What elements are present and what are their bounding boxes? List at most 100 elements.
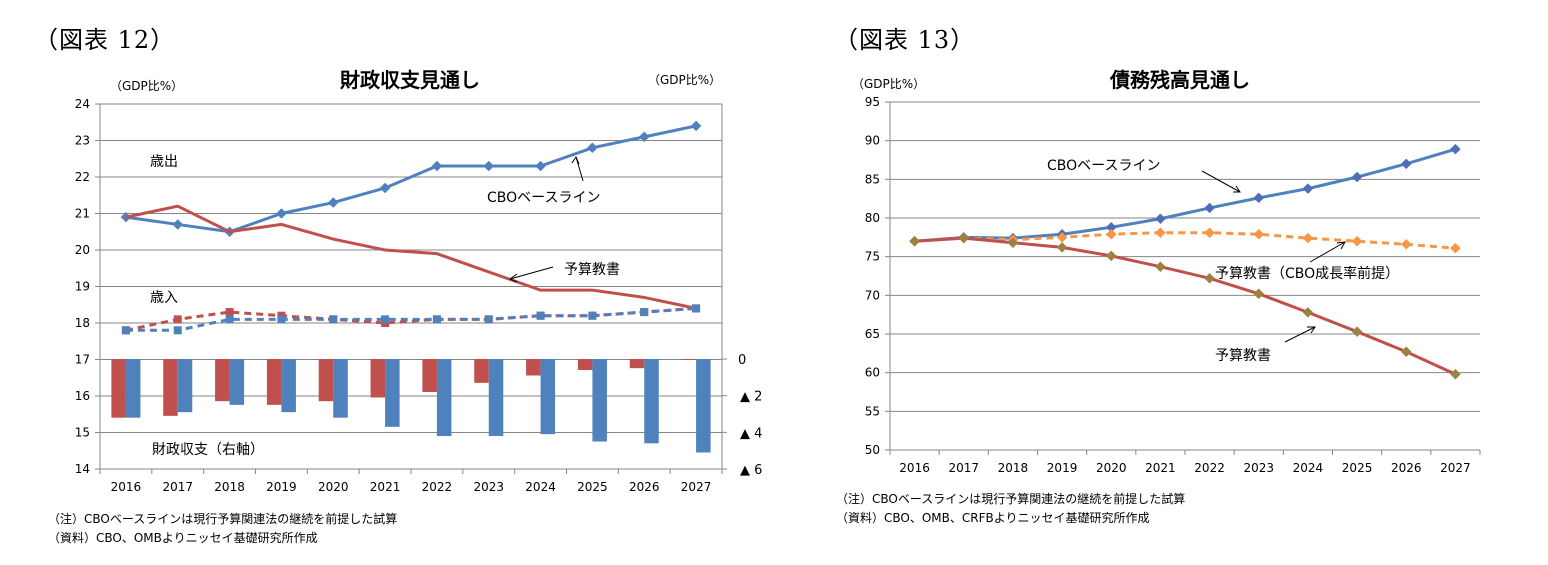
y2-tick-label: ▲ 2	[740, 390, 762, 405]
y-tick-label: 23	[75, 134, 90, 148]
x-tick-label: 2017	[162, 480, 193, 494]
bar	[696, 359, 711, 453]
y-axis-label-right: （GDP比%）	[648, 73, 721, 87]
bar	[333, 359, 348, 418]
bars-layer	[111, 359, 711, 453]
annotation-revenue: 歳入	[150, 290, 178, 306]
bar	[229, 359, 245, 405]
bar	[681, 359, 697, 360]
y2-tick-label: ▲ 6	[740, 463, 762, 478]
data-point	[1204, 202, 1215, 214]
data-point	[638, 131, 650, 143]
data-point	[692, 304, 701, 313]
data-point	[640, 308, 649, 317]
figure-label-13: （図表 13）	[834, 26, 976, 54]
data-point	[1253, 228, 1265, 240]
data-point	[225, 315, 234, 324]
data-point	[1351, 235, 1363, 247]
annotation-budget-cbo-growth: 予算教書（CBO成長率前提）	[1215, 265, 1399, 282]
x-tick-label: 2016	[899, 461, 930, 475]
bar	[526, 359, 541, 376]
x-tick-label: 2027	[681, 480, 712, 494]
data-point	[536, 311, 545, 320]
arrow-head-cbo	[571, 155, 580, 165]
bar	[266, 359, 282, 405]
x-tick-label: 2026	[629, 480, 660, 494]
bar	[488, 359, 504, 436]
series-line	[125, 204, 697, 310]
series-line	[125, 306, 697, 332]
annotation-cbo-baseline: CBOベースライン	[487, 190, 600, 206]
y-tick-label: 65	[865, 327, 880, 341]
y-tick-label: 60	[865, 366, 880, 380]
annotation-expenditure: 歳出	[150, 154, 178, 170]
bar	[540, 359, 556, 435]
x-tick-label: 2022	[422, 480, 453, 494]
data-point	[1155, 213, 1166, 225]
bar	[644, 359, 659, 444]
data-point	[432, 315, 441, 324]
annotation-arrows	[508, 155, 584, 283]
x-tick-label: 2024	[525, 480, 556, 494]
y-tick-label: 20	[75, 243, 90, 257]
figure-label-12: （図表 12）	[34, 26, 176, 54]
x-tick-label: 2022	[1194, 461, 1225, 475]
data-point	[173, 326, 182, 335]
lines-layer	[909, 143, 1461, 380]
x-tick-label: 2025	[1342, 461, 1373, 475]
data-point	[1056, 242, 1068, 253]
y-tick-label: 70	[865, 288, 880, 302]
x-tick-label: 2019	[266, 480, 297, 494]
x-tick-label: 2018	[998, 461, 1029, 475]
data-point	[379, 182, 391, 194]
data-point	[588, 311, 597, 320]
data-point	[1400, 238, 1412, 250]
data-point	[1204, 272, 1215, 284]
data-point	[1253, 192, 1265, 204]
y-tick-label: 17	[75, 353, 90, 367]
x-tick-label: 2027	[1440, 461, 1471, 475]
y2-tick-label: 0	[738, 353, 746, 368]
data-point	[1204, 227, 1215, 239]
arrow-budget	[1284, 326, 1316, 343]
bar	[577, 359, 593, 370]
x-tick-label: 2020	[318, 480, 349, 494]
bar	[385, 359, 400, 427]
data-point	[690, 120, 702, 132]
data-point	[1155, 227, 1166, 239]
series-line	[125, 124, 697, 234]
y-tick-label: 85	[865, 172, 880, 186]
y-tick-label: 80	[865, 211, 880, 225]
bar	[318, 359, 334, 402]
arrow-head-budget-cbo-growth	[1336, 241, 1346, 250]
x-tick-label: 2021	[1145, 461, 1176, 475]
note-1: （注）CBOベースラインは現行予算関連法の継続を前提した試算	[48, 512, 398, 526]
note-2: （資料）CBO、OMB、CRFBよりニッセイ基礎研究所作成	[836, 511, 1150, 525]
arrow-cbo-baseline	[575, 156, 584, 182]
data-point	[1351, 326, 1363, 338]
arrow-head-budget	[508, 273, 518, 283]
data-point	[1351, 171, 1363, 183]
bar	[215, 359, 230, 402]
chart-title: 財政収支見通し	[340, 68, 480, 92]
arrow-cbo-baseline	[1201, 170, 1241, 193]
data-point	[1302, 306, 1314, 318]
data-point	[587, 142, 598, 154]
grid	[100, 103, 722, 470]
y-tick-label: 16	[75, 389, 90, 403]
debt-chart: 債務残高見通し （GDP比%） 50 55 60 65 70 75 80 85 90 95 2016…	[852, 68, 1481, 475]
x-tick-label: 2021	[370, 480, 401, 494]
data-point	[431, 160, 443, 172]
series-line	[125, 306, 697, 332]
series-line	[914, 236, 1457, 376]
arrow-budget-cbo-growth	[1309, 241, 1346, 263]
series-line	[914, 147, 1456, 243]
x-tick-label: 2024	[1293, 461, 1324, 475]
annotation-budget: 予算教書	[564, 262, 620, 278]
y-axis-label: （GDP比%）	[852, 77, 925, 91]
bar	[474, 359, 489, 383]
lines-layer	[120, 120, 702, 335]
x-tick-label: 2020	[1096, 461, 1127, 475]
y-tick-label: 50	[865, 443, 880, 457]
bar	[592, 359, 607, 442]
